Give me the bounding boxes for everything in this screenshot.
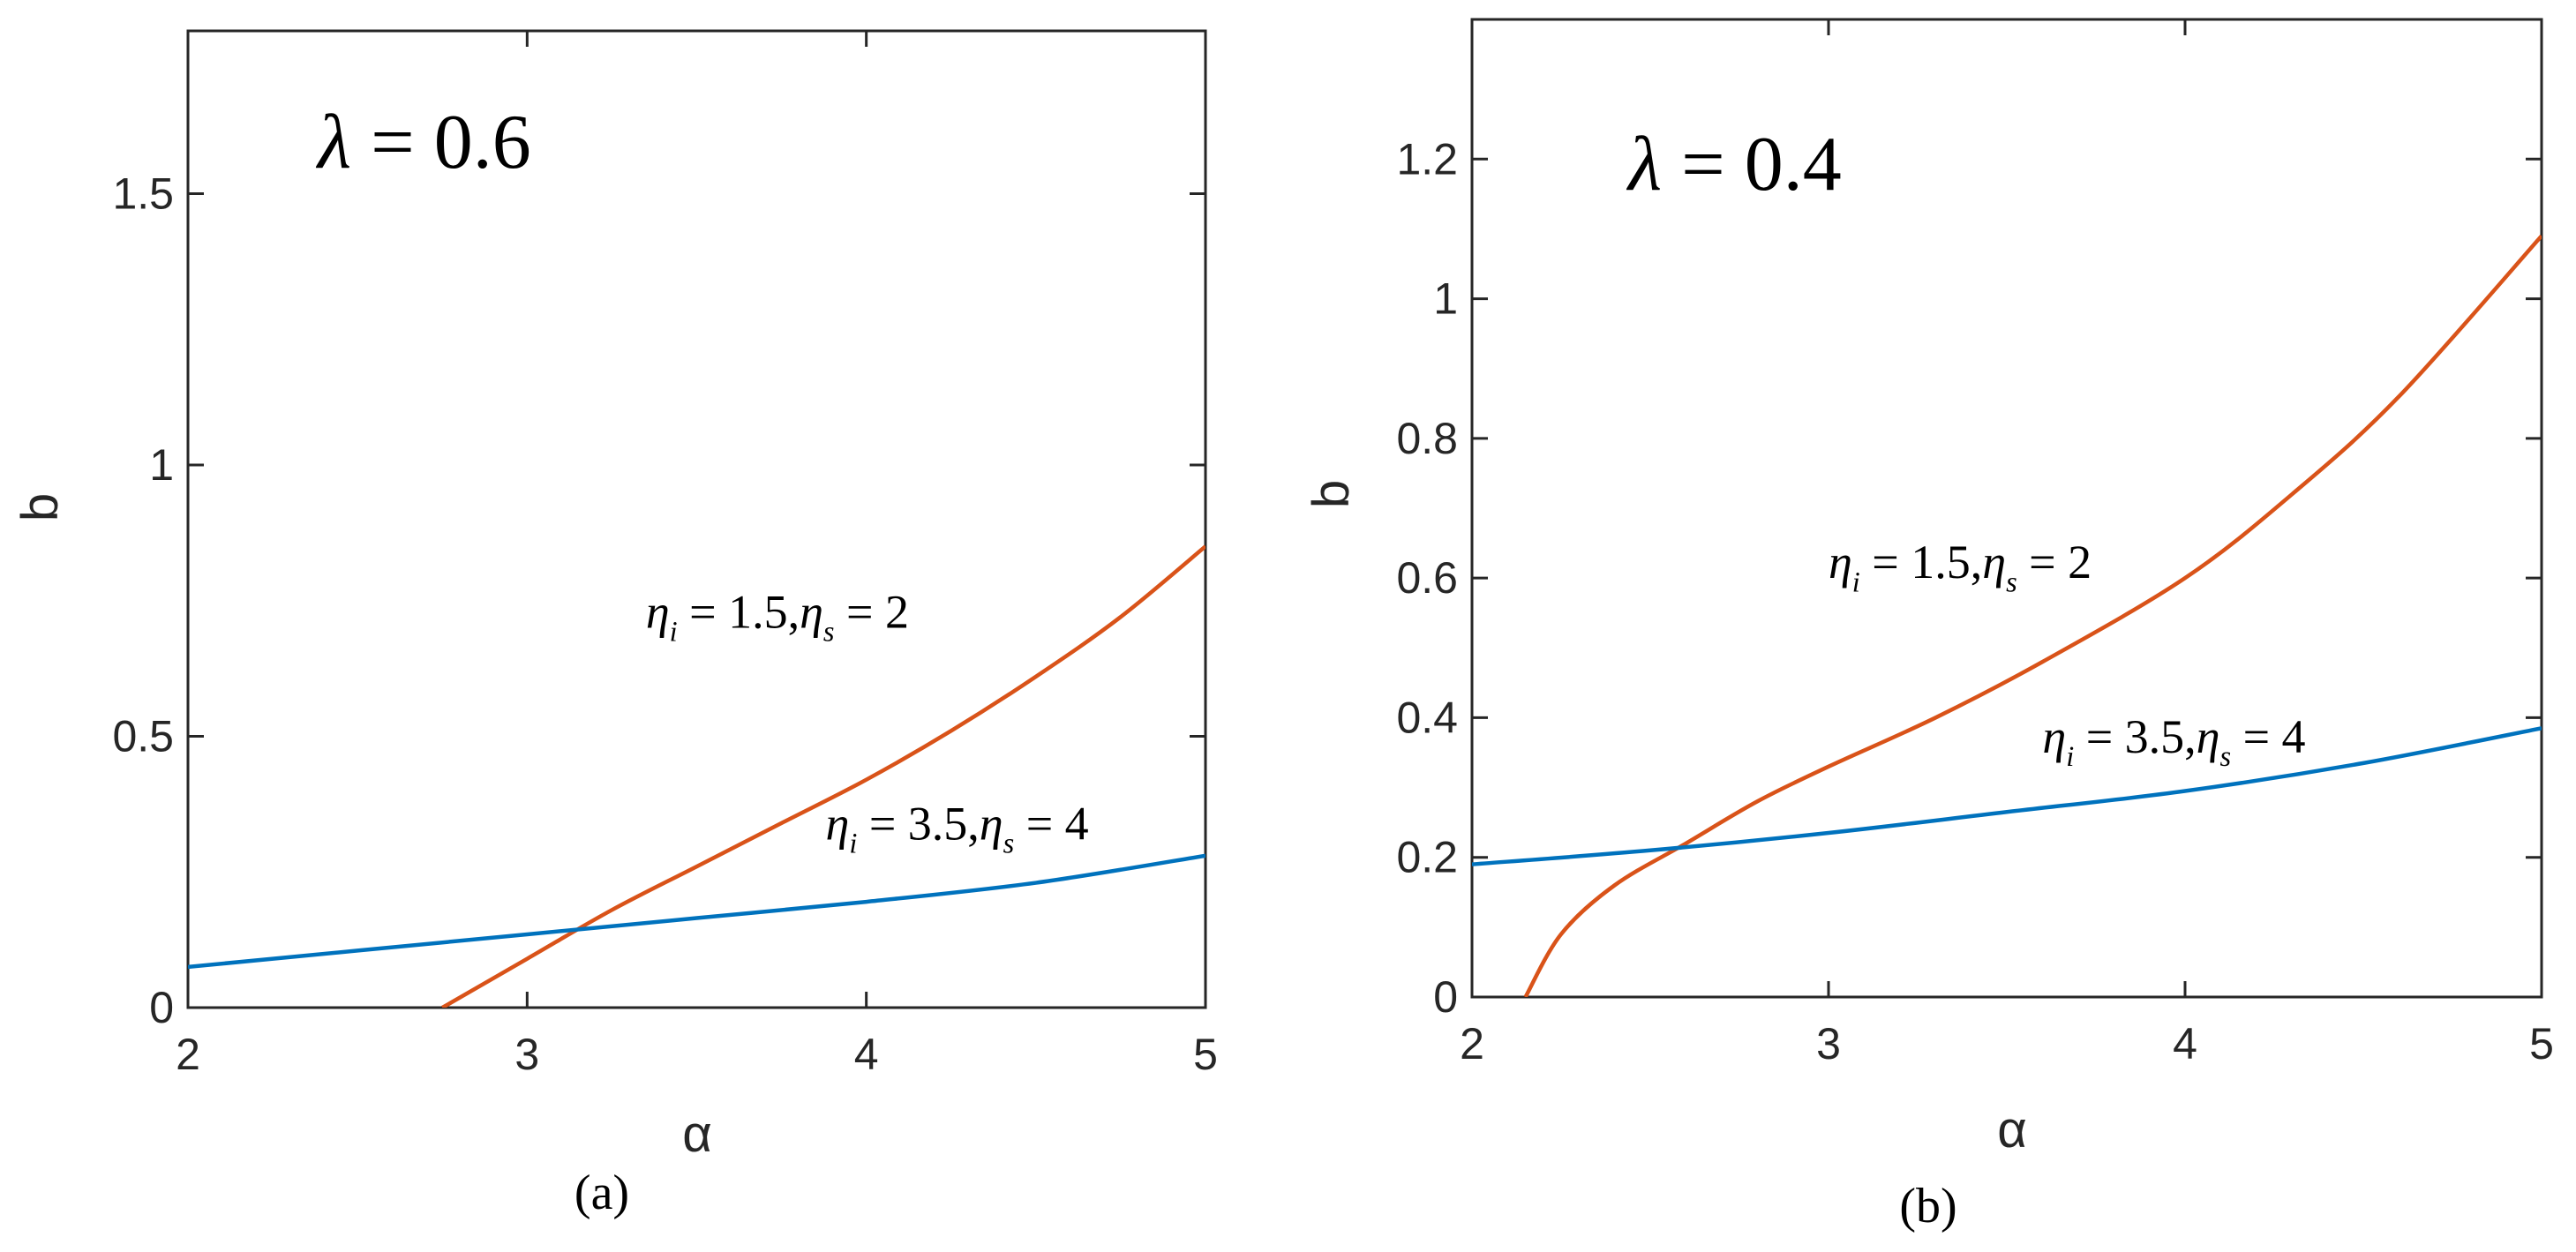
series-line-0 [1523,234,2542,997]
series-annotation-1: ηi = 3.5,ηs = 4 [826,797,1089,859]
y-tick-label: 0 [1433,972,1458,1022]
y-tick-label: 1.5 [112,169,174,219]
series-line-1 [188,853,1205,970]
y-axis-label: b [11,493,69,521]
panel-label: (a) [575,1166,629,1220]
panel-b: 2 3 4 5 0 0.2 0.4 0.6 0.8 1 1.2 α b ηi = 1.5,ηs = 2 ηi… [1303,18,2554,1233]
y-tick-label: 0.5 [112,712,174,761]
x-axis-label: α [1997,1101,2027,1158]
series-line-0 [441,544,1205,1008]
lambda-annotation: λ = 0.6 [315,100,531,185]
x-tick-label: 2 [176,1030,200,1079]
lambda-annotation: λ = 0.4 [1626,122,1842,207]
panel-a: 2 3 4 5 0 0.5 1 1.5 α b ηi = 1.5,ηs = 2 ηi = 3.5,ηs… [11,29,1218,1220]
y-tick-label: 0.4 [1396,693,1458,742]
y-tick-label: 1.2 [1396,134,1458,184]
x-tick-label: 2 [1460,1019,1484,1068]
y-axis-label: b [1303,480,1360,508]
y-tick-label: 1 [1433,274,1458,324]
y-tick-label: 0.2 [1396,833,1458,882]
series-line-1 [1472,726,2542,866]
y-tick-label: 0.8 [1396,414,1458,463]
series-annotation-0: ηi = 1.5,ηs = 2 [646,586,909,648]
x-tick-label: 3 [514,1030,539,1079]
series-annotation-0: ηi = 1.5,ηs = 2 [1829,536,2092,598]
y-tick-label: 0.6 [1396,553,1458,603]
plot-area-frame [186,29,1207,1009]
panel-label: (b) [1899,1179,1956,1233]
x-tick-label: 5 [1193,1030,1218,1079]
series-annotation-1: ηi = 3.5,ηs = 4 [2042,710,2305,773]
y-tick-label: 0 [149,983,174,1032]
x-tick-label: 3 [1816,1019,1841,1068]
x-tick-label: 5 [2529,1019,2554,1068]
x-tick-label: 4 [2173,1019,2197,1068]
y-tick-label: 1 [149,440,174,490]
plot-area-frame [1470,18,2543,999]
x-axis-label: α [682,1106,712,1163]
x-tick-label: 4 [854,1030,879,1079]
